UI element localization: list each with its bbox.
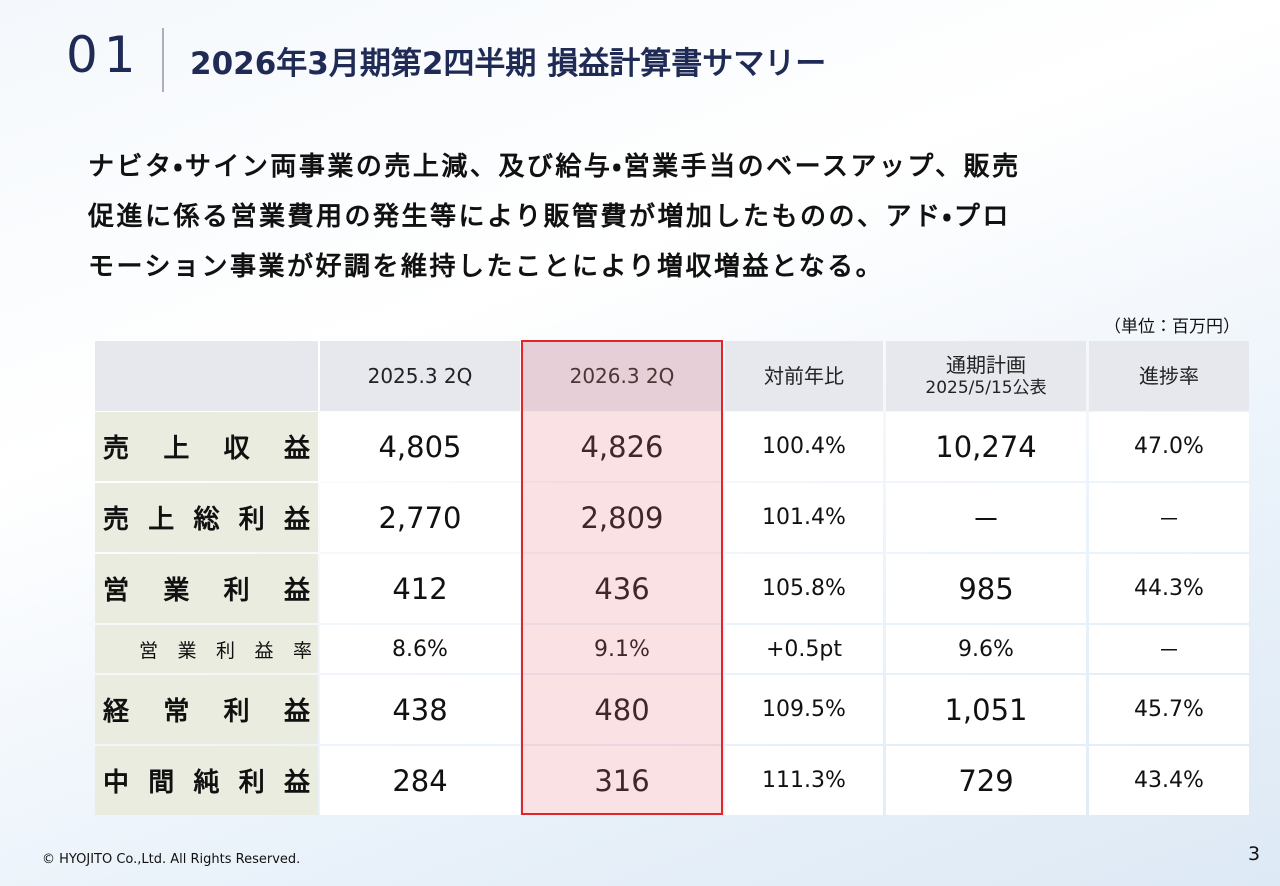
cell-value: 10,274: [935, 429, 1037, 464]
cell-value: 729: [958, 763, 1014, 798]
cell-value: 8.6%: [392, 636, 448, 662]
row-label-text: 営業利益: [103, 576, 310, 606]
unit-note: （単位：百万円）: [1104, 317, 1240, 337]
row-label: 売上収益: [95, 412, 318, 481]
cell-value: 47.0%: [1134, 434, 1204, 459]
cell-value: 45.7%: [1134, 697, 1204, 722]
data-cell: 1,051: [886, 675, 1086, 744]
cell-value: 9.1%: [594, 636, 650, 662]
summary-line: モーション事業が好調を維持したことにより増収増益となる。: [88, 252, 885, 282]
divider: [162, 28, 164, 92]
data-cell: 412: [320, 554, 520, 623]
column-label: 2026.3 2Q: [569, 363, 675, 388]
data-cell: 111.3%: [725, 746, 883, 815]
row-label-text: 売上収益: [103, 434, 310, 464]
page-number: 3: [1248, 843, 1261, 865]
data-cell: 438: [320, 675, 520, 744]
cell-value: 4,805: [378, 429, 462, 464]
cell-value: 480: [594, 692, 650, 727]
data-cell: 9.1%: [522, 625, 722, 673]
row-label: 売上総利益: [95, 483, 318, 552]
column-label: 対前年比: [764, 363, 844, 388]
row-label: 営業利益: [95, 554, 318, 623]
row-label-text: 営業利益率: [139, 639, 312, 662]
data-cell: 45.7%: [1089, 675, 1249, 744]
cell-value: 412: [392, 571, 448, 606]
row-label-text: 経常利益: [103, 697, 310, 727]
data-cell: 480: [522, 675, 722, 744]
cell-value: 101.4%: [762, 505, 846, 530]
cell-value: 316: [594, 763, 650, 798]
data-cell: －: [1089, 625, 1249, 673]
cell-value: 436: [594, 571, 650, 606]
data-cell: 985: [886, 554, 1086, 623]
column-sublabel: 2025/5/15公表: [925, 377, 1047, 398]
cell-value: －: [971, 502, 1001, 537]
data-cell: 2,809: [522, 483, 722, 552]
data-cell: 10,274: [886, 412, 1086, 481]
data-cell: +0.5pt: [725, 625, 883, 673]
header-cell: 2026.3 2Q: [522, 341, 722, 411]
column-label: 通期計画: [946, 352, 1026, 377]
row-label: 経常利益: [95, 675, 318, 744]
header-cell: [95, 341, 318, 411]
cell-value: 43.4%: [1134, 768, 1204, 793]
row-label-text: 売上総利益: [103, 505, 310, 535]
row-label: 中間純利益: [95, 746, 318, 815]
cell-value: －: [1157, 507, 1180, 533]
summary-line: 促進に係る営業費用の発生等により販管費が増加したものの、アド・プロ: [88, 202, 1011, 232]
data-cell: 436: [522, 554, 722, 623]
data-cell: 100.4%: [725, 412, 883, 481]
cell-value: 985: [958, 571, 1014, 606]
cell-value: 109.5%: [762, 697, 846, 722]
cell-value: 2,809: [580, 500, 664, 535]
data-cell: 105.8%: [725, 554, 883, 623]
data-cell: 9.6%: [886, 625, 1086, 673]
cell-value: 1,051: [944, 692, 1028, 727]
cell-value: +0.5pt: [765, 636, 842, 662]
cell-value: －: [1157, 639, 1180, 664]
cell-value: 284: [392, 763, 448, 798]
summary-line: ナビタ・サイン両事業の売上減、及び給与・営業手当のベースアップ、販売: [88, 152, 1021, 182]
header-cell: 対前年比: [725, 341, 883, 411]
column-label: 進捗率: [1139, 363, 1199, 388]
data-cell: －: [1089, 483, 1249, 552]
cell-value: 100.4%: [762, 434, 846, 459]
data-cell: 109.5%: [725, 675, 883, 744]
cell-value: 9.6%: [958, 636, 1014, 662]
cell-value: 111.3%: [762, 768, 846, 793]
data-cell: 729: [886, 746, 1086, 815]
data-cell: 4,805: [320, 412, 520, 481]
data-cell: －: [886, 483, 1086, 552]
cell-value: 438: [392, 692, 448, 727]
data-cell: 4,826: [522, 412, 722, 481]
header-cell: 2025.3 2Q: [320, 341, 520, 411]
copyright: © HYOJITO Co.,Ltd. All Rights Reserved.: [42, 852, 301, 867]
column-label: 2025.3 2Q: [367, 363, 473, 388]
data-cell: 44.3%: [1089, 554, 1249, 623]
cell-value: 4,826: [580, 429, 664, 464]
data-cell: 284: [320, 746, 520, 815]
section-number: 01: [66, 26, 142, 84]
cell-value: 2,770: [378, 500, 462, 535]
row-label-text: 中間純利益: [103, 768, 310, 798]
data-cell: 101.4%: [725, 483, 883, 552]
slide-title: 2026年3月期第2四半期 損益計算書サマリー: [190, 46, 827, 82]
data-cell: 2,770: [320, 483, 520, 552]
data-cell: 47.0%: [1089, 412, 1249, 481]
header-cell: 通期計画 2025/5/15公表: [886, 341, 1086, 411]
data-cell: 43.4%: [1089, 746, 1249, 815]
data-cell: 316: [522, 746, 722, 815]
cell-value: 44.3%: [1134, 576, 1204, 601]
row-label: 営業利益率: [95, 625, 318, 673]
cell-value: 105.8%: [762, 576, 846, 601]
header-cell: 進捗率: [1089, 341, 1249, 411]
data-cell: 8.6%: [320, 625, 520, 673]
